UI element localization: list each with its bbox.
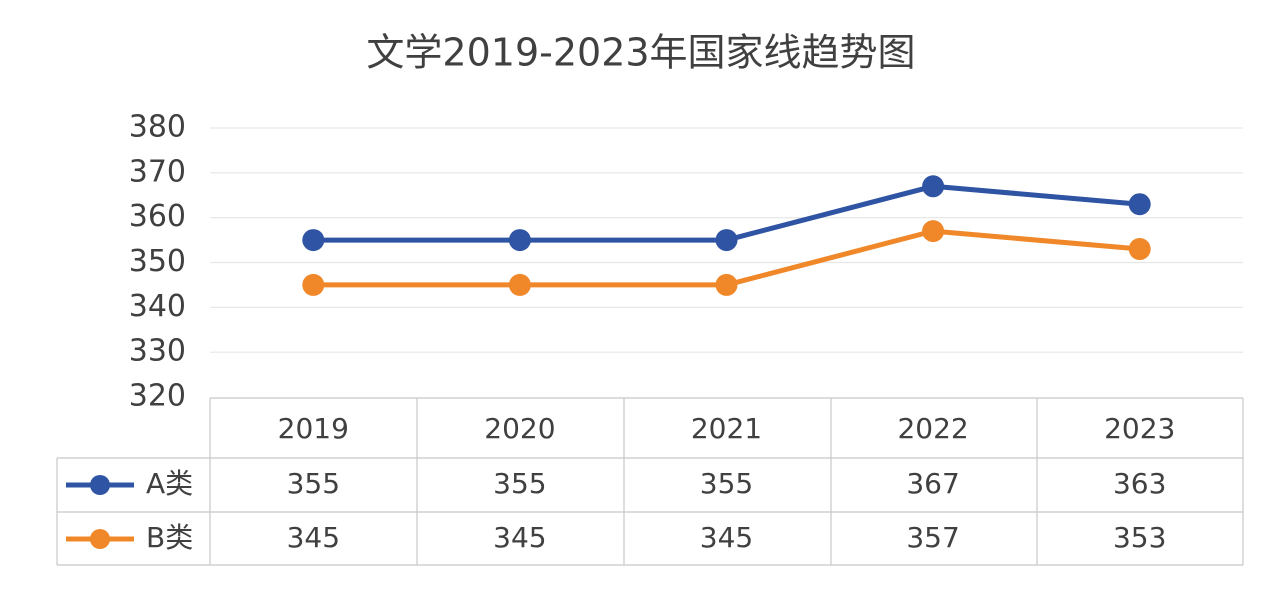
table-cell: 367: [906, 467, 959, 500]
table-cell: 355: [493, 467, 546, 500]
table-cell: 355: [700, 467, 753, 500]
data-point: [922, 220, 945, 243]
table-cell: 355: [287, 467, 340, 500]
y-tick-label: 320: [129, 379, 186, 414]
table-cell: 357: [906, 521, 959, 554]
data-table-frame: [56, 397, 1244, 566]
y-tick-label: 370: [129, 154, 186, 189]
legend-label: A类: [146, 467, 193, 500]
table-header: 2020: [484, 412, 555, 445]
data-point: [1128, 238, 1151, 261]
data-point: [715, 273, 738, 296]
legend-marker: [90, 529, 110, 549]
y-tick-label: 380: [129, 110, 186, 145]
data-point: [302, 273, 325, 296]
y-tick-label: 330: [129, 334, 186, 369]
table-cell: 353: [1113, 521, 1166, 554]
y-tick-label: 340: [129, 289, 186, 324]
legend-label: B类: [146, 521, 193, 554]
table-cell: 345: [700, 521, 753, 554]
table-header: 2021: [691, 412, 762, 445]
chart-title: 文学2019-2023年国家线趋势图: [366, 31, 915, 75]
table-header: 2022: [897, 412, 968, 445]
y-tick-label: 350: [129, 244, 186, 279]
data-point: [1128, 193, 1151, 216]
data-point: [302, 229, 325, 252]
legend-marker: [90, 475, 110, 495]
table-cell: 345: [287, 521, 340, 554]
y-tick-label: 360: [129, 199, 186, 234]
data-point: [922, 175, 945, 198]
table-header: 2019: [278, 412, 349, 445]
table-cell: 345: [493, 521, 546, 554]
table-header: 2023: [1104, 412, 1175, 445]
data-point: [715, 229, 738, 252]
data-point: [508, 273, 531, 296]
data-point: [508, 229, 531, 252]
table-cell: 363: [1113, 467, 1166, 500]
